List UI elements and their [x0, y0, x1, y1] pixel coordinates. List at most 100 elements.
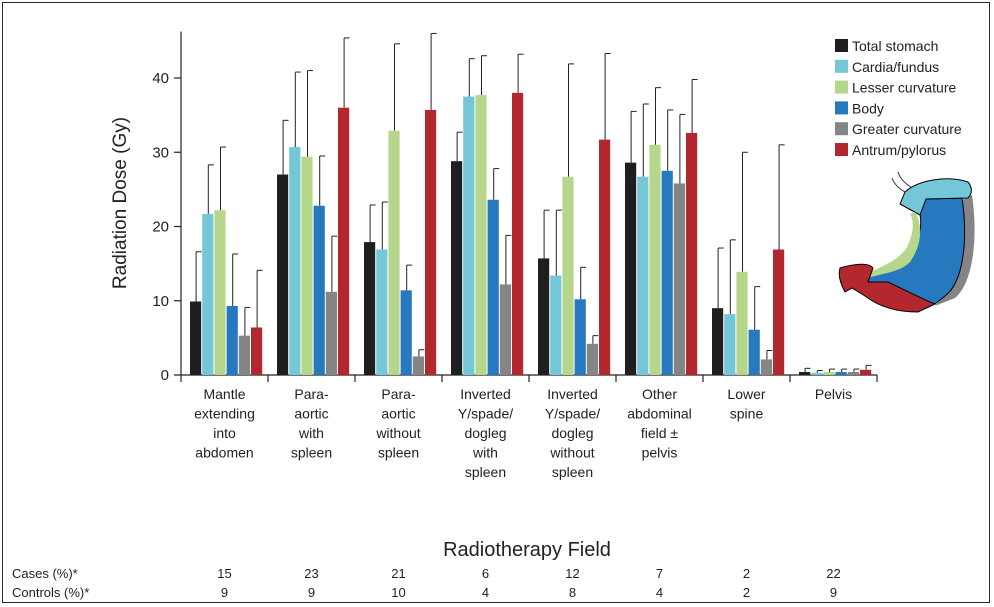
x-tick-label: spleen: [378, 445, 419, 461]
bar: [550, 275, 562, 375]
bar: [190, 301, 202, 375]
x-tick-label: abdominal: [627, 406, 692, 422]
legend-swatch: [835, 80, 848, 94]
legend-swatch: [835, 122, 848, 136]
bar: [599, 139, 611, 375]
bar: [860, 369, 872, 375]
bar: [251, 327, 263, 375]
x-tick-label: Other: [642, 386, 677, 402]
y-tick-label: 0: [161, 367, 169, 384]
cases-value: 23: [304, 566, 318, 581]
x-tick-label: spleen: [552, 464, 593, 480]
controls-value: 9: [830, 585, 837, 600]
legend-swatch: [835, 101, 848, 115]
x-tick-label: pelvis: [642, 445, 678, 461]
bar: [736, 271, 748, 375]
bar: [661, 170, 673, 375]
bar: [388, 130, 400, 375]
bar: [562, 176, 574, 375]
cases-value: 15: [217, 566, 231, 581]
antrum-pylorus-region: [838, 263, 937, 313]
legend-swatch: [835, 39, 848, 52]
bar: [277, 174, 289, 375]
x-tick-label: Para-: [381, 386, 416, 402]
bar: [289, 147, 301, 375]
cases-value: 22: [826, 566, 840, 581]
y-tick-label: 40: [152, 70, 169, 87]
bar: [538, 258, 550, 375]
bar: [673, 183, 685, 375]
legend-swatch: [835, 59, 848, 73]
x-tick-label: dogleg: [551, 425, 593, 441]
x-tick-label: into: [213, 425, 236, 441]
legend-swatch: [835, 143, 848, 156]
x-tick-label: extending: [194, 406, 255, 422]
bar: [499, 284, 511, 375]
bar: [625, 162, 637, 375]
bar: [811, 372, 823, 375]
x-axis-label: Radiotherapy Field: [443, 539, 611, 561]
x-tick-label: dogleg: [464, 425, 506, 441]
bar: [301, 156, 313, 375]
bar: [475, 95, 487, 375]
bar: [712, 308, 724, 375]
bar: [226, 305, 238, 375]
x-tick-label: abdomen: [195, 445, 253, 461]
bar: [425, 109, 437, 376]
controls-value: 9: [308, 585, 315, 600]
bar: [686, 132, 698, 375]
y-tick-label: 20: [152, 219, 169, 236]
x-tick-label: spleen: [465, 464, 506, 480]
bar: [202, 213, 214, 375]
x-tick-label: without: [549, 445, 594, 461]
legend-label: Cardia/fundus: [852, 59, 939, 75]
x-tick-label: Pelvis: [815, 386, 852, 402]
lesser-curvature-region: [868, 212, 921, 278]
bar: [400, 290, 412, 375]
x-axis: [180, 374, 878, 382]
legend-label: Total stomach: [852, 38, 938, 54]
legend-label: Greater curvature: [852, 121, 962, 137]
controls-value: 10: [391, 585, 405, 600]
cardia-fundus-region: [899, 178, 972, 216]
controls-value: 4: [482, 585, 489, 600]
bar-series-group: [190, 32, 872, 376]
x-tick-label: with: [472, 445, 498, 461]
bar: [835, 372, 847, 375]
bar: [364, 242, 376, 375]
cases-value: 21: [391, 566, 405, 581]
bar: [637, 176, 649, 375]
bar: [512, 92, 524, 375]
bar: [463, 96, 475, 375]
x-tick-label: Y/spade/: [458, 406, 513, 422]
x-tick-label: Y/spade/: [545, 406, 600, 422]
cases-controls-table: Cases (%)* Controls (%)* 15 9 23 9 21 10 6 4 12 8…: [12, 566, 841, 600]
x-tick-label: Lower: [727, 386, 765, 402]
bar: [238, 335, 250, 375]
y-tick-label: 10: [152, 293, 169, 310]
bar: [574, 299, 586, 375]
bar: [451, 161, 463, 375]
x-tick-label: Para-: [294, 386, 329, 402]
cases-value: 7: [656, 566, 663, 581]
controls-value: 2: [743, 585, 750, 600]
stomach-diagram: [838, 171, 975, 313]
bar: [338, 107, 350, 375]
x-tick-label: spine: [730, 406, 764, 422]
x-tick-label: Mantle: [203, 386, 245, 402]
cases-value: 2: [743, 566, 750, 581]
bar: [823, 372, 835, 375]
legend-label: Lesser curvature: [852, 80, 956, 96]
controls-value: 9: [221, 585, 228, 600]
bar: [760, 359, 772, 375]
legend-label: Body: [852, 100, 884, 116]
y-axis: 0 10 20 30 40: [152, 31, 182, 384]
controls-value: 4: [656, 585, 663, 600]
category-labels: Mantle extending into abdomen Para-aortic wit…: [194, 386, 852, 480]
bar: [649, 144, 661, 375]
y-axis-label: Radiation Dose (Gy): [110, 117, 131, 289]
x-tick-label: Inverted: [460, 386, 511, 402]
controls-value: 8: [569, 585, 576, 600]
bar: [724, 314, 736, 375]
bar: [325, 291, 337, 375]
